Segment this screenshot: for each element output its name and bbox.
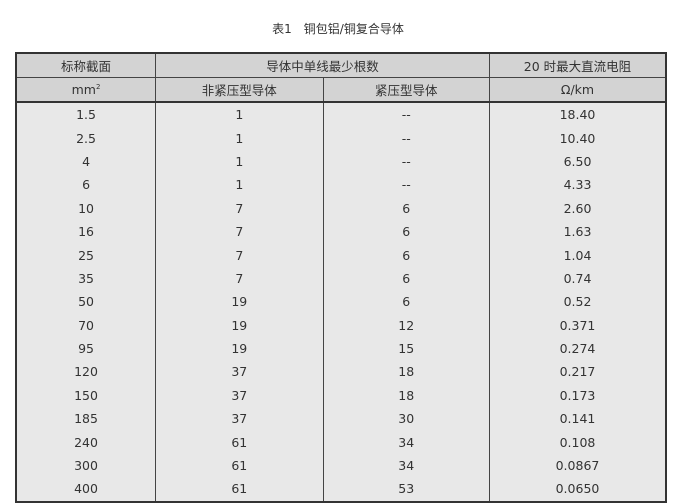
cell-resistance: 0.173 xyxy=(488,383,667,408)
header-cross-section-unit: mm2 xyxy=(15,77,157,103)
header-non-compacted: 非紧压型导体 xyxy=(155,77,324,103)
cell-compacted: 6 xyxy=(322,290,490,314)
cell-resistance: 6.50 xyxy=(488,149,667,174)
table-row: 95 19 15 0.274 xyxy=(15,336,667,361)
cell-non-compacted: 19 xyxy=(155,336,324,361)
table-row: 240 61 34 0.108 xyxy=(15,430,667,454)
cell-non-compacted: 1 xyxy=(155,149,324,174)
cell-cross-section: 6 xyxy=(15,173,157,197)
cell-non-compacted: 1 xyxy=(155,100,324,127)
cell-compacted: 30 xyxy=(322,407,490,431)
cell-compacted: 18 xyxy=(322,383,490,408)
cell-resistance: 0.74 xyxy=(488,266,667,291)
cell-cross-section: 35 xyxy=(15,266,157,291)
cell-non-compacted: 7 xyxy=(155,219,324,244)
cell-compacted: 6 xyxy=(322,219,490,244)
cell-non-compacted: 19 xyxy=(155,290,324,314)
cell-cross-section: 400 xyxy=(15,477,157,502)
header-cross-section: 标称截面 xyxy=(15,52,157,78)
cell-compacted: -- xyxy=(322,173,490,197)
cell-compacted: -- xyxy=(322,149,490,174)
cell-compacted: 6 xyxy=(322,266,490,291)
cell-cross-section: 25 xyxy=(15,243,157,267)
table-row: 10 7 6 2.60 xyxy=(15,196,667,220)
cell-resistance: 0.108 xyxy=(488,430,667,454)
table-row: 35 7 6 0.74 xyxy=(15,266,667,291)
table-row: 50 19 6 0.52 xyxy=(15,290,667,314)
header-min-wires: 导体中单线最少根数 xyxy=(155,52,490,78)
cell-resistance: 0.371 xyxy=(488,313,667,337)
cell-non-compacted: 37 xyxy=(155,360,324,384)
cell-cross-section: 95 xyxy=(15,336,157,361)
table-row: 6 1 -- 4.33 xyxy=(15,173,667,197)
cell-non-compacted: 7 xyxy=(155,196,324,220)
cell-non-compacted: 61 xyxy=(155,430,324,454)
cell-non-compacted: 1 xyxy=(155,173,324,197)
cell-resistance: 1.04 xyxy=(488,243,667,267)
cell-resistance: 0.141 xyxy=(488,407,667,431)
cell-compacted: 34 xyxy=(322,430,490,454)
cell-compacted: 6 xyxy=(322,243,490,267)
table-row: 1.5 1 -- 18.40 xyxy=(15,100,667,127)
cell-cross-section: 70 xyxy=(15,313,157,337)
cell-non-compacted: 61 xyxy=(155,477,324,502)
cell-compacted: 6 xyxy=(322,196,490,220)
cell-resistance: 0.52 xyxy=(488,290,667,314)
cell-cross-section: 240 xyxy=(15,430,157,454)
cell-resistance: 0.0867 xyxy=(488,453,667,478)
conductor-table: 标称截面 导体中单线最少根数 20 时最大直流电阻 mm2 非紧压型导体 紧压型… xyxy=(15,52,667,503)
table-caption: 表1 铜包铝/铜复合导体 xyxy=(272,22,404,36)
cell-compacted: 15 xyxy=(322,336,490,361)
cell-cross-section: 150 xyxy=(15,383,157,408)
table-row: 70 19 12 0.371 xyxy=(15,313,667,337)
cell-resistance: 0.0650 xyxy=(488,477,667,502)
cell-compacted: -- xyxy=(322,100,490,127)
table-row: 300 61 34 0.0867 xyxy=(15,453,667,478)
cell-non-compacted: 61 xyxy=(155,453,324,478)
header-max-resistance: 20 时最大直流电阻 xyxy=(488,52,667,78)
cell-resistance: 0.217 xyxy=(488,360,667,384)
cell-cross-section: 2.5 xyxy=(15,126,157,150)
header-resistance-unit: Ω/km xyxy=(488,77,667,103)
table-row: 185 37 30 0.141 xyxy=(15,407,667,431)
cell-resistance: 18.40 xyxy=(488,100,667,127)
cell-non-compacted: 7 xyxy=(155,243,324,267)
cell-cross-section: 4 xyxy=(15,149,157,174)
cell-compacted: 18 xyxy=(322,360,490,384)
cell-resistance: 10.40 xyxy=(488,126,667,150)
cell-cross-section: 10 xyxy=(15,196,157,220)
cell-resistance: 1.63 xyxy=(488,219,667,244)
table-row: 400 61 53 0.0650 xyxy=(15,477,667,502)
cell-cross-section: 16 xyxy=(15,219,157,244)
cell-cross-section: 1.5 xyxy=(15,100,157,127)
cell-non-compacted: 7 xyxy=(155,266,324,291)
cell-non-compacted: 37 xyxy=(155,407,324,431)
table-row: 16 7 6 1.63 xyxy=(15,219,667,244)
table-row: 4 1 -- 6.50 xyxy=(15,149,667,174)
cell-resistance: 0.274 xyxy=(488,336,667,361)
header-compacted: 紧压型导体 xyxy=(322,77,490,103)
table-row: 2.5 1 -- 10.40 xyxy=(15,126,667,150)
cell-compacted: 34 xyxy=(322,453,490,478)
table-row: 25 7 6 1.04 xyxy=(15,243,667,267)
cell-compacted: -- xyxy=(322,126,490,150)
cell-cross-section: 50 xyxy=(15,290,157,314)
cell-non-compacted: 1 xyxy=(155,126,324,150)
cell-non-compacted: 19 xyxy=(155,313,324,337)
cell-resistance: 2.60 xyxy=(488,196,667,220)
cell-cross-section: 300 xyxy=(15,453,157,478)
cell-cross-section: 120 xyxy=(15,360,157,384)
cell-resistance: 4.33 xyxy=(488,173,667,197)
cell-cross-section: 185 xyxy=(15,407,157,431)
table-row: 150 37 18 0.173 xyxy=(15,383,667,408)
cell-compacted: 12 xyxy=(322,313,490,337)
cell-non-compacted: 37 xyxy=(155,383,324,408)
cell-compacted: 53 xyxy=(322,477,490,502)
table-row: 120 37 18 0.217 xyxy=(15,360,667,384)
